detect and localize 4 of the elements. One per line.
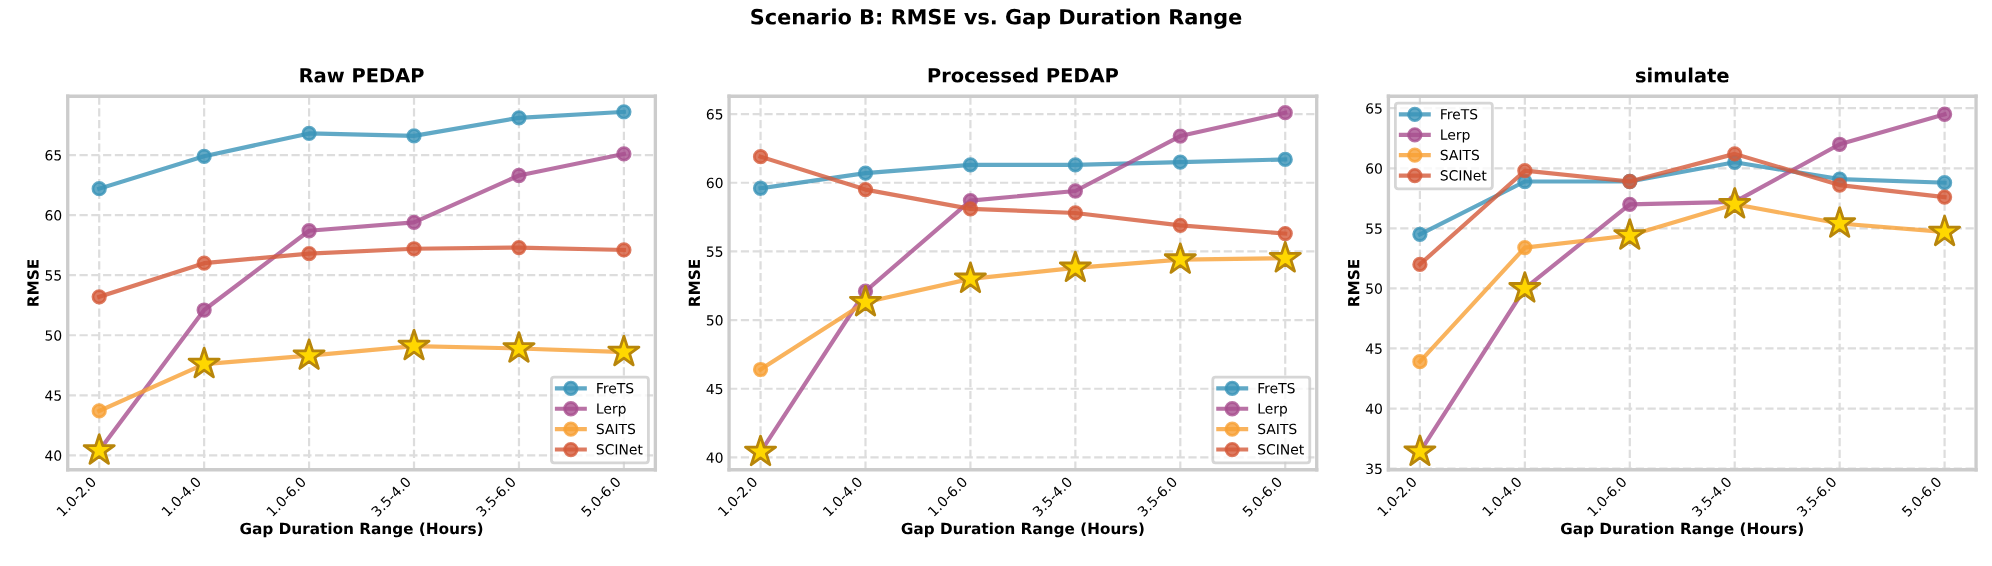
chart-title: Processed PEDAP [928, 67, 1119, 83]
text: Scenario B: RMSE vs. Gap Duration Range [751, 8, 1242, 29]
chart-title: Raw PEDAP [300, 68, 424, 83]
chart-title: simulate [1635, 67, 1729, 83]
